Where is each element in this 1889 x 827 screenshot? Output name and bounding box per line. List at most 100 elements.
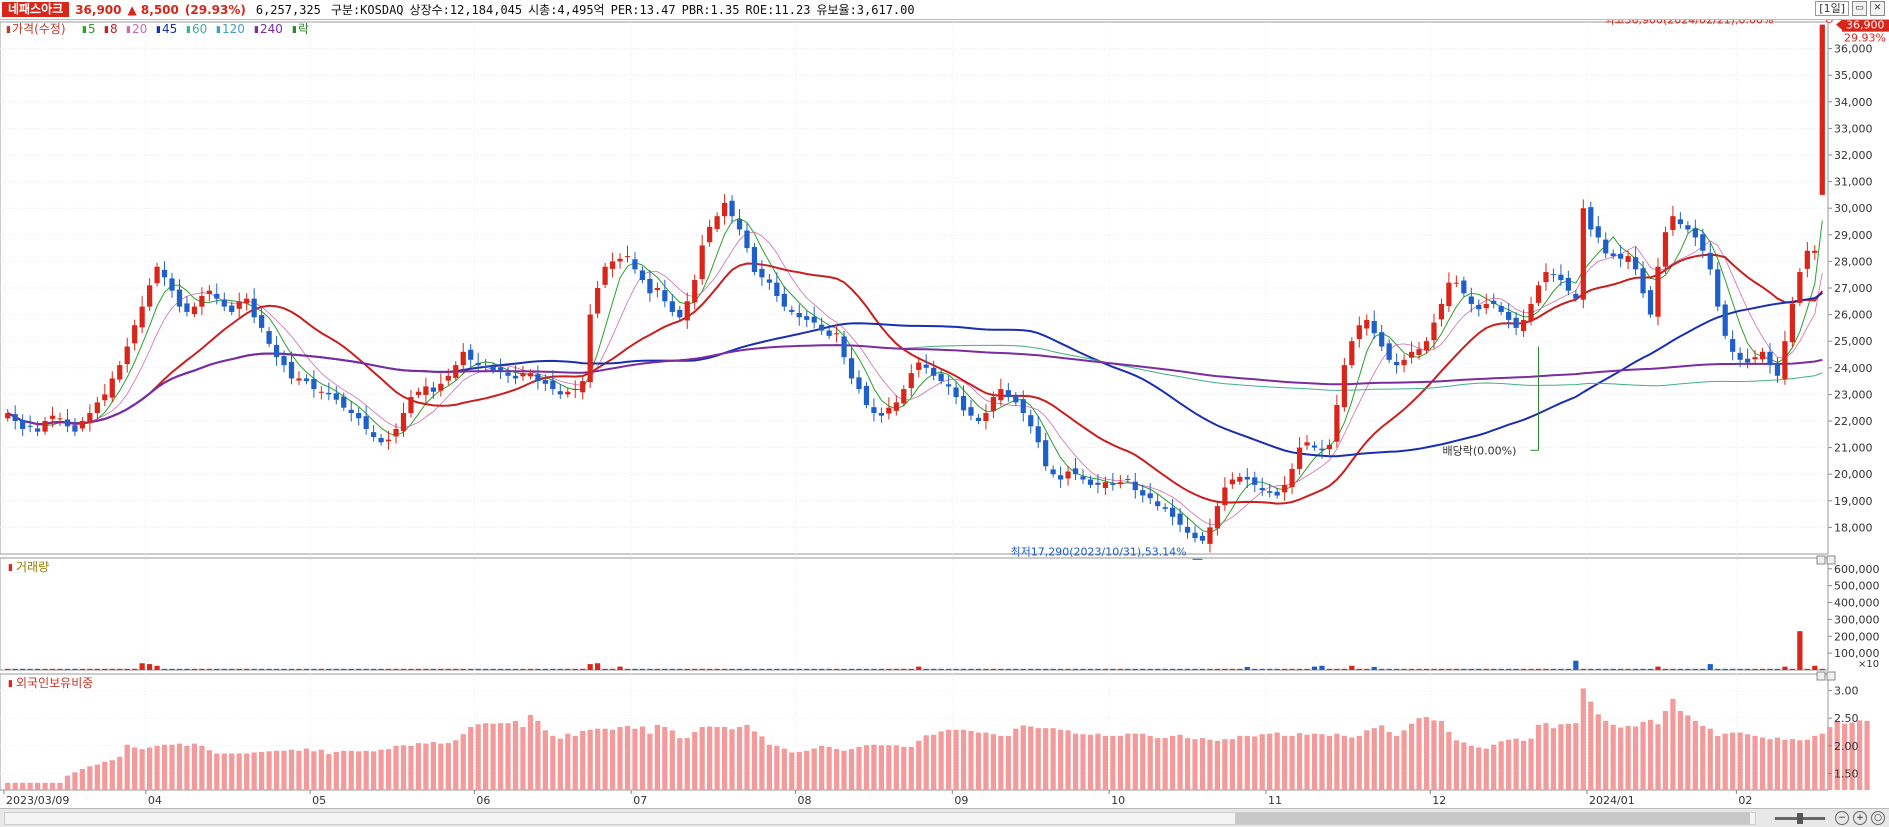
candle-body bbox=[1267, 491, 1273, 493]
legend-marker: ▮ bbox=[104, 25, 109, 35]
candle-body bbox=[1789, 303, 1796, 343]
foreign-ratio-bar bbox=[206, 750, 212, 790]
candle-body bbox=[371, 432, 377, 437]
zoom-out-icon[interactable]: − bbox=[1835, 811, 1849, 825]
foreign-ratio-bar bbox=[998, 735, 1004, 790]
foreign-ratio-bar bbox=[1252, 736, 1258, 790]
restore-icon[interactable]: ▭ bbox=[1852, 1, 1867, 16]
zoom-reset-icon[interactable]: ○ bbox=[1871, 811, 1885, 825]
legend-item: 120 bbox=[222, 22, 245, 36]
foreign-ratio-bar bbox=[1513, 738, 1519, 790]
candle-body bbox=[692, 280, 698, 303]
foreign-ratio-bar bbox=[759, 736, 765, 790]
volume-bar bbox=[1020, 668, 1026, 670]
volume-bar bbox=[1491, 668, 1497, 670]
foreign-ratio-bar bbox=[1782, 739, 1788, 790]
price-tick-label: 27,000 bbox=[1834, 282, 1873, 295]
zoom-in-icon[interactable]: + bbox=[1853, 811, 1867, 825]
foreign-ratio-bar bbox=[348, 750, 354, 790]
legend-marker: ▮ bbox=[82, 25, 87, 35]
candle-body bbox=[1565, 277, 1571, 291]
per-value: PER:13.47 bbox=[610, 2, 676, 17]
candle-body bbox=[639, 270, 646, 281]
candle-body bbox=[1110, 483, 1116, 485]
date-tick-label: 08 bbox=[798, 794, 812, 807]
legend-item: 락 bbox=[298, 22, 309, 36]
foreign-ratio-bar bbox=[736, 727, 743, 790]
foreign-ratio-bar bbox=[124, 744, 130, 790]
foreign-ratio-bar bbox=[1625, 725, 1631, 790]
volume-bar bbox=[744, 668, 750, 670]
high-annotation: 최고36,900(2024/02/21),0.00% bbox=[1604, 20, 1773, 27]
candle-body bbox=[333, 393, 339, 400]
candle-body bbox=[49, 415, 56, 419]
volume-bar bbox=[1513, 668, 1519, 670]
foreign-ratio-bar bbox=[1550, 728, 1557, 790]
volume-bar bbox=[1632, 668, 1639, 670]
foreign-ratio-bar bbox=[1386, 732, 1392, 790]
foreign-ratio-bar bbox=[751, 731, 758, 790]
candle-body bbox=[341, 396, 347, 408]
candle-body bbox=[871, 407, 877, 414]
candle-body bbox=[654, 288, 660, 291]
volume-bar bbox=[1744, 668, 1751, 670]
zoom-slider[interactable] bbox=[1775, 812, 1825, 824]
stock-name[interactable]: 네패스아크 bbox=[2, 2, 70, 17]
legend-marker: ▮ bbox=[186, 25, 191, 35]
foreign-ratio-bar bbox=[729, 729, 735, 790]
foreign-ratio-bar bbox=[766, 744, 773, 790]
candle-body bbox=[1282, 484, 1288, 493]
candle-body bbox=[1222, 487, 1228, 506]
candle-body bbox=[1296, 447, 1303, 469]
period-selector[interactable]: [1일] bbox=[1815, 1, 1849, 16]
foreign-ratio-bar bbox=[1177, 734, 1183, 790]
volume-bar bbox=[184, 668, 190, 670]
volume-bar bbox=[998, 668, 1004, 670]
foreign-ratio-bar bbox=[901, 746, 907, 790]
foreign-ratio-bar bbox=[1379, 725, 1385, 790]
stock-chart[interactable]: 18,000 19,000 20,000 21,000 22,000 23,000 24,0… bbox=[0, 20, 1889, 808]
foreign-ratio-bar bbox=[908, 746, 914, 790]
foreign-ratio-bar bbox=[1565, 723, 1571, 790]
close-icon[interactable]: ✕ bbox=[1870, 1, 1885, 16]
candle-body bbox=[1453, 282, 1459, 284]
candle-body bbox=[1476, 305, 1482, 310]
foreign-ratio-bar bbox=[371, 751, 377, 790]
volume-bar bbox=[1670, 668, 1676, 670]
volume-bar bbox=[1401, 668, 1407, 670]
foreign-ratio-bar bbox=[841, 750, 847, 790]
foreign-ratio-bar bbox=[550, 735, 556, 790]
candle-body bbox=[1035, 426, 1041, 443]
zoom-slider-knob[interactable] bbox=[1797, 812, 1803, 824]
volume-bar bbox=[1244, 666, 1250, 670]
volume-bar bbox=[1140, 668, 1146, 670]
scrollbar-thumb[interactable] bbox=[1235, 813, 1750, 824]
foreign-ratio-bar bbox=[146, 747, 153, 790]
candle-body bbox=[214, 293, 220, 299]
volume-bar bbox=[1707, 664, 1713, 670]
candle-body bbox=[863, 385, 870, 406]
candle-body bbox=[1244, 476, 1250, 480]
foreign-ratio-bar bbox=[960, 729, 967, 790]
candle-body bbox=[811, 316, 817, 323]
candle-body bbox=[348, 409, 354, 414]
price-tick-label: 36,000 bbox=[1834, 43, 1873, 56]
candle-body bbox=[669, 301, 675, 312]
price-tick-label: 26,000 bbox=[1834, 309, 1873, 322]
volume-bar bbox=[1715, 668, 1721, 670]
foreign-ratio-bar bbox=[1715, 735, 1721, 790]
foreign-ratio-bar bbox=[804, 750, 810, 790]
foreign-ratio-bar bbox=[789, 752, 795, 790]
horizontal-scrollbar[interactable] bbox=[4, 812, 1756, 825]
volume-bar bbox=[647, 668, 653, 670]
volume-bar bbox=[1117, 668, 1123, 670]
foreign-ratio-bar bbox=[1274, 732, 1280, 790]
foreign-ratio-bar bbox=[5, 782, 11, 790]
candle-body bbox=[1491, 300, 1497, 304]
dividend-annotation: 배당락(0.00%) bbox=[1443, 444, 1517, 457]
candle-body bbox=[79, 421, 86, 429]
candle-body bbox=[624, 256, 631, 258]
candle-body bbox=[154, 266, 160, 284]
candle-body bbox=[580, 381, 586, 393]
foreign-ratio-bar bbox=[281, 750, 287, 790]
